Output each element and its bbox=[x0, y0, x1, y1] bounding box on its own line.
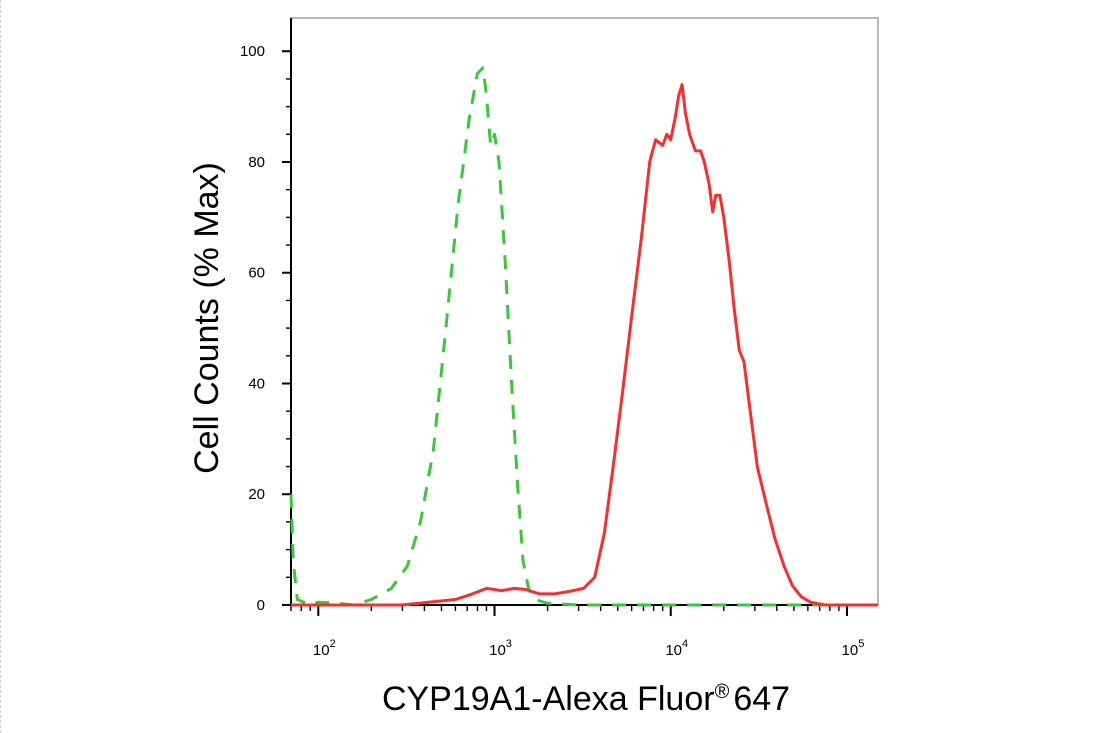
x-tick-label: 104 bbox=[665, 638, 688, 659]
x-tick-exponent: 5 bbox=[858, 638, 864, 650]
y-tick-label: 40 bbox=[248, 375, 265, 392]
y-tick-label: 100 bbox=[240, 43, 265, 60]
x-tick-base: 10 bbox=[489, 642, 506, 659]
y-tick-label: 0 bbox=[257, 597, 265, 614]
left-dashed-border bbox=[0, 0, 1, 733]
x-tick-base: 10 bbox=[842, 642, 859, 659]
series-layer bbox=[289, 66, 878, 607]
series-line-1 bbox=[289, 66, 878, 607]
x-tick-exponent: 3 bbox=[506, 638, 512, 650]
x-axis-label: CYP19A1-Alexa Fluor® 647 bbox=[382, 680, 790, 718]
plot-border bbox=[290, 17, 879, 606]
x-axis: 102 103 104 105 bbox=[290, 604, 878, 659]
x-axis-label-main: CYP19A1-Alexa Fluor bbox=[382, 680, 715, 718]
x-tick-base: 10 bbox=[665, 642, 682, 659]
y-tick-label: 20 bbox=[248, 486, 265, 503]
y-tick-label: 80 bbox=[248, 154, 265, 171]
series-line-2 bbox=[291, 83, 878, 607]
x-tick-label: 105 bbox=[842, 638, 865, 659]
y-axis-label: Cell Counts (% Max) bbox=[188, 162, 226, 474]
x-tick-label: 103 bbox=[489, 638, 512, 659]
x-tick-label: 102 bbox=[313, 638, 336, 659]
x-axis-label-suffix: 647 bbox=[733, 680, 790, 718]
x-axis-label-superscript: ® bbox=[715, 681, 730, 703]
x-tick-exponent: 2 bbox=[330, 638, 336, 650]
y-tick-label: 60 bbox=[248, 265, 265, 282]
plot-frame bbox=[290, 17, 879, 606]
y-axis: 0 20 40 60 80 100 bbox=[240, 18, 292, 614]
x-tick-base: 10 bbox=[313, 642, 330, 659]
x-tick-exponent: 4 bbox=[682, 638, 688, 650]
